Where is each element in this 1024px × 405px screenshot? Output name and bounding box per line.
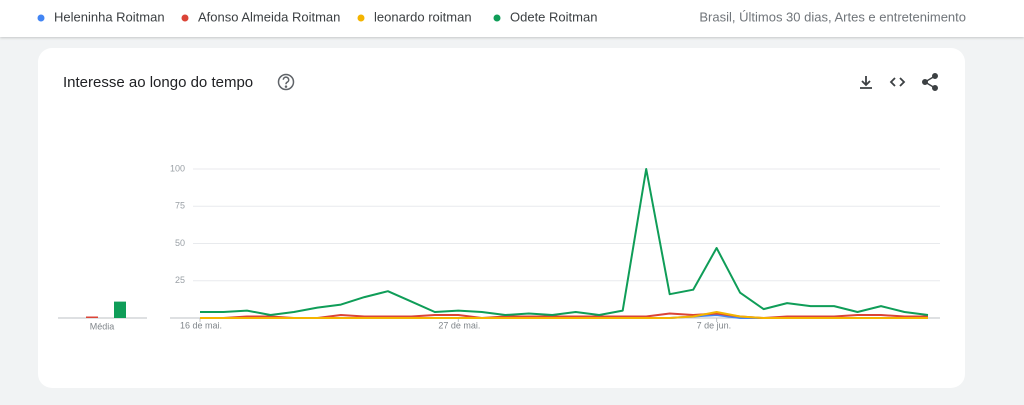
y-tick-label: 50: [175, 238, 185, 248]
share-icon[interactable]: [922, 72, 939, 91]
average-bar: [86, 316, 98, 318]
legend-label: Afonso Almeida Roitman: [198, 9, 340, 24]
card: [38, 48, 965, 388]
y-tick-label: 100: [170, 163, 185, 173]
download-icon[interactable]: [860, 76, 872, 89]
legend-label: Odete Roitman: [510, 9, 597, 24]
average-bar: [114, 301, 126, 318]
filters[interactable]: Brasil, Últimos 30 dias, Artes e entrete…: [699, 9, 966, 24]
legend-dot: [493, 14, 501, 22]
legend-dot: [37, 14, 45, 22]
help-icon[interactable]: [277, 73, 295, 91]
legend-dot: [357, 14, 365, 22]
x-tick-label: 27 de mai.: [438, 320, 480, 330]
y-tick-label: 75: [175, 201, 185, 211]
series-line: [200, 311, 928, 319]
x-tick-label: 16 de mai.: [180, 320, 222, 330]
top-bar: [0, 0, 1024, 37]
x-tick-label: 7 de jun.: [697, 320, 732, 330]
legend-label: leonardo roitman: [374, 9, 472, 24]
y-tick-label: 25: [175, 275, 185, 285]
legend-label: Heleninha Roitman: [54, 9, 165, 24]
series-line: [200, 168, 929, 316]
average-label: Média: [90, 321, 115, 331]
card-title: Interesse ao longo do tempo: [63, 74, 253, 91]
embed-icon[interactable]: [889, 77, 906, 87]
legend-dot: [181, 14, 189, 22]
